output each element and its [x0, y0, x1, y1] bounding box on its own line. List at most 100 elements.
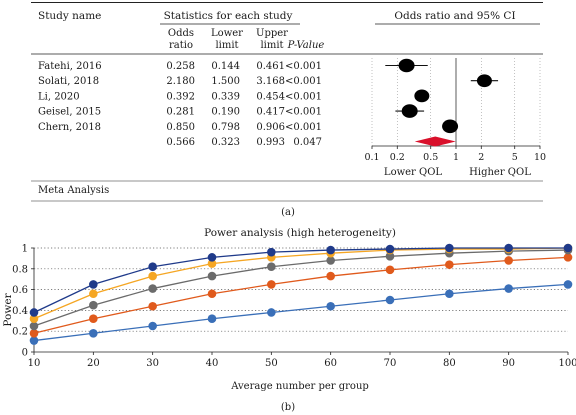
power-data-point: [148, 301, 157, 311]
power-y-tick-label: 0.6: [12, 285, 28, 296]
power-y-tick-label: 0.8: [12, 264, 28, 275]
power-x-tick-label: 80: [443, 358, 456, 369]
study-name-cell: Chern, 2018: [38, 122, 101, 133]
header-study-name: Study name: [38, 10, 101, 22]
power-data-point: [29, 336, 39, 345]
power-data-point: [385, 265, 395, 275]
power-data-point: [267, 308, 276, 317]
power-data-point: [148, 262, 157, 272]
summary-diamond: [414, 136, 456, 147]
upper-limit-cell: 0.461: [256, 61, 285, 72]
power-data-point: [445, 243, 454, 253]
power-data-point: [385, 244, 395, 254]
power-data-point: [267, 280, 276, 289]
power-data-point: [267, 247, 276, 257]
power-x-tick-label: 30: [146, 358, 159, 369]
header-odds-ratio-top: Odds: [168, 28, 194, 39]
p-value-cell: <0.001: [285, 76, 322, 87]
panel-b-caption: (b): [281, 402, 295, 413]
power-data-point: [207, 314, 217, 324]
power-chart-title: Power analysis (high heterogeneity): [204, 227, 396, 239]
power-x-tick-label: 20: [87, 358, 100, 369]
lower-limit-cell: 1.500: [211, 76, 240, 87]
forest-plot-area: 0.1 0.2 0.5 1 2 5 10: [364, 58, 546, 163]
forest-x-tick-label: 1: [453, 152, 459, 163]
power-x-tick-label: 70: [384, 358, 397, 369]
summary-upper-limit-cell: 0.993: [256, 137, 285, 148]
power-y-axis-label: Power: [2, 292, 14, 326]
study-name-cell: Fatehi, 2016: [38, 61, 102, 72]
power-y-tick-label: 0.4: [12, 306, 28, 317]
upper-limit-cell: 0.417: [256, 107, 285, 118]
header-statistics-group: Statistics for each study: [164, 10, 293, 22]
power-data-point: [385, 295, 395, 305]
power-data-point: [385, 252, 395, 261]
forest-plot-panel: Study name Statistics for each study Odd…: [31, 2, 546, 218]
panel-a-caption: (a): [281, 207, 295, 218]
study-point: [398, 58, 415, 73]
p-value-cell: <0.001: [285, 122, 322, 133]
power-y-tick-label: 0: [22, 348, 28, 359]
forest-x-tick-label: 0.5: [423, 152, 438, 163]
lower-limit-cell: 0.190: [211, 107, 240, 118]
power-data-point: [504, 284, 513, 293]
power-data-point: [89, 289, 98, 299]
power-y-tick-label: 0.2: [12, 327, 28, 338]
study-name-cell: Solati, 2018: [38, 76, 99, 87]
power-data-point: [148, 271, 157, 281]
power-data-point: [326, 271, 335, 281]
axis-label-lower-qol: Lower QOL: [384, 167, 442, 178]
power-data-point: [445, 289, 454, 299]
forest-x-tick-label: 2: [478, 152, 484, 163]
odds-ratio-cell: 0.850: [166, 122, 195, 133]
power-chart-plot: 0 0.2 0.4 0.6 0.8 1 10 20 30 40 50 60 70 80 90 100: [12, 244, 576, 370]
power-series-line: [33, 247, 569, 320]
power-data-point: [563, 280, 573, 289]
study-point: [476, 74, 492, 88]
power-data-point: [29, 308, 39, 317]
power-data-point: [148, 284, 157, 293]
power-data-point: [563, 253, 573, 262]
header-p-value: P-Value: [287, 40, 325, 51]
forest-x-tick-label: 10: [534, 152, 546, 163]
power-y-tick-label: 1: [22, 244, 28, 255]
lower-limit-cell: 0.798: [211, 122, 240, 133]
power-data-point: [207, 289, 217, 299]
upper-limit-cell: 0.454: [256, 91, 285, 102]
power-data-point: [29, 321, 39, 331]
odds-ratio-cell: 0.392: [166, 91, 195, 102]
power-data-point: [326, 256, 335, 265]
power-data-point: [89, 300, 98, 310]
power-data-point: [267, 262, 276, 272]
power-data-point: [207, 253, 217, 262]
lower-limit-cell: 0.144: [211, 61, 240, 72]
power-x-tick-label: 90: [502, 358, 515, 369]
power-data-point: [89, 314, 98, 324]
power-x-tick-label: 60: [324, 358, 337, 369]
power-data-point: [89, 280, 98, 289]
header-ci: Odds ratio and 95% CI: [394, 10, 515, 22]
power-data-point: [89, 328, 98, 338]
header-lower-top: Lower: [211, 28, 243, 39]
study-name-cell: Li, 2020: [38, 91, 80, 102]
header-odds-ratio-bottom: ratio: [169, 40, 193, 51]
lower-limit-cell: 0.339: [211, 91, 240, 102]
summary-p-value-cell: 0.047: [293, 137, 322, 148]
odds-ratio-cell: 2.180: [166, 76, 195, 87]
upper-limit-cell: 3.168: [256, 76, 285, 87]
upper-limit-cell: 0.906: [256, 122, 285, 133]
power-data-point: [29, 314, 39, 324]
summary-lower-limit-cell: 0.323: [211, 137, 240, 148]
power-x-tick-label: 100: [558, 358, 576, 369]
p-value-cell: <0.001: [285, 107, 322, 118]
power-data-point: [563, 243, 573, 253]
odds-ratio-cell: 0.258: [166, 61, 195, 72]
forest-x-tick-label: 0.1: [364, 152, 379, 163]
power-x-tick-label: 40: [206, 358, 219, 369]
power-data-point: [29, 328, 39, 338]
forest-x-tick-label: 5: [512, 152, 518, 163]
header-upper-bottom: limit: [260, 40, 283, 51]
power-data-point: [326, 301, 335, 311]
power-series-line: [33, 247, 568, 314]
